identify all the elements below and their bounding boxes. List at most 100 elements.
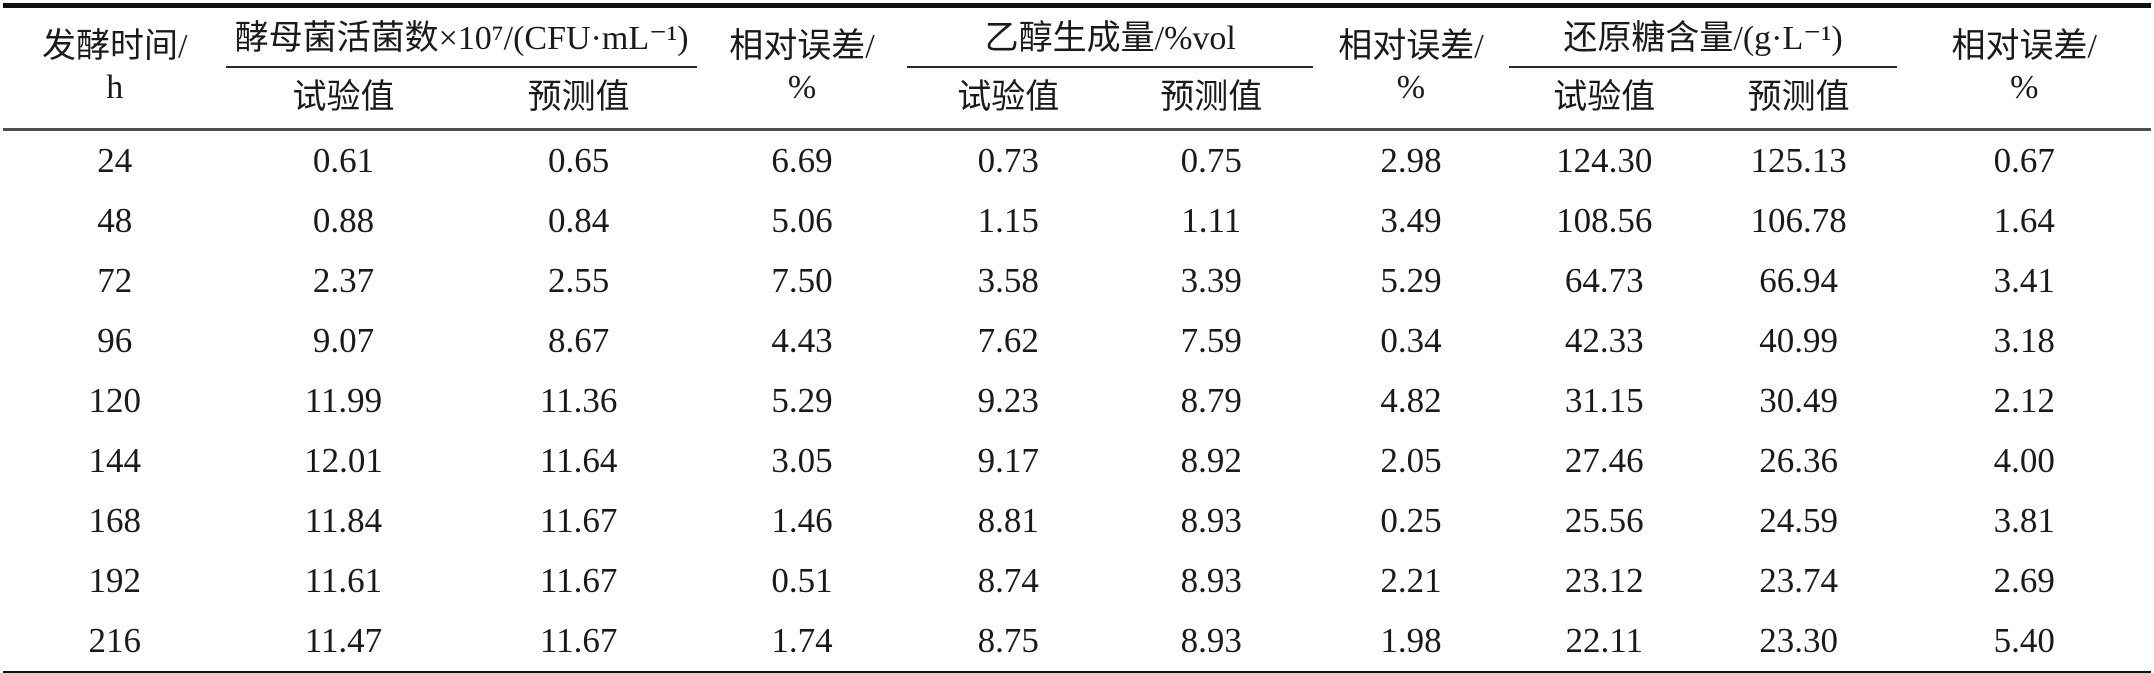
ethanol-predicted-cell: 8.93	[1180, 501, 1242, 540]
table-row: 96 9.07 8.67 4.43 7.62 7.59 0.34 42.33 40.99 3.18	[3, 311, 2151, 371]
yeast-relative-error-cell: 1.46	[771, 501, 833, 540]
ethanol-predicted-cell: 3.39	[1180, 261, 1242, 300]
ethanol-experimental-cell: 8.74	[977, 561, 1039, 600]
fermentation-time-cell: 72	[97, 261, 133, 300]
table-header: 发酵时间/ h 酵母菌活菌数×10⁷/(CFU·mL⁻¹) 相对误差/ % 乙醇…	[3, 5, 2151, 130]
column-header-ethanol-predicted: 预测值	[1160, 78, 1263, 116]
yeast-experimental-cell: 12.01	[304, 441, 383, 480]
column-header-relative-error-2: 相对误差/ %	[1313, 6, 1508, 130]
column-header-relative-error-3: 相对误差/ %	[1897, 6, 2151, 130]
fermentation-time-cell: 24	[97, 141, 133, 180]
table-body: 24 0.61 0.65 6.69 0.73 0.75 2.98 124.30 125.13 0.…	[3, 130, 2151, 673]
sugar-experimental-cell: 42.33	[1564, 321, 1644, 360]
yeast-predicted-cell: 11.36	[539, 381, 618, 420]
fermentation-time-cell: 120	[88, 381, 141, 420]
ethanol-relative-error-cell: 2.05	[1380, 441, 1442, 480]
sugar-relative-error-cell: 5.40	[1993, 621, 2055, 660]
sugar-relative-error-cell: 2.12	[1993, 381, 2055, 420]
sugar-relative-error-cell: 3.18	[1993, 321, 2055, 360]
ethanol-experimental-cell: 9.17	[977, 441, 1039, 480]
ethanol-experimental-cell: 8.75	[977, 621, 1039, 660]
yeast-experimental-cell: 11.84	[304, 501, 383, 540]
header-line: h	[106, 69, 124, 106]
yeast-predicted-cell: 0.84	[548, 201, 610, 240]
ethanol-relative-error-cell: 2.21	[1380, 561, 1442, 600]
table-row: 168 11.84 11.67 1.46 8.81 8.93 0.25 25.56 24.59 3…	[3, 491, 2151, 551]
ethanol-predicted-cell: 1.11	[1181, 201, 1242, 240]
ethanol-relative-error-cell: 3.49	[1380, 201, 1442, 240]
ethanol-predicted-cell: 8.92	[1180, 441, 1242, 480]
table-row: 72 2.37 2.55 7.50 3.58 3.39 5.29 64.73 66.94 3.41	[3, 251, 2151, 311]
fermentation-time-cell: 216	[88, 621, 141, 660]
fermentation-time-cell: 192	[88, 561, 141, 600]
yeast-relative-error-cell: 5.29	[771, 381, 833, 420]
sugar-experimental-cell: 64.73	[1564, 261, 1644, 300]
sugar-predicted-cell: 24.59	[1759, 501, 1839, 540]
yeast-experimental-cell: 11.61	[304, 561, 383, 600]
column-header-ethanol-experimental: 试验值	[957, 78, 1060, 116]
header-line: 相对误差/	[1951, 28, 2097, 66]
column-header-yeast-predicted: 预测值	[527, 78, 630, 116]
header-row-groups: 发酵时间/ h 酵母菌活菌数×10⁷/(CFU·mL⁻¹) 相对误差/ % 乙醇…	[3, 5, 2151, 106]
yeast-experimental-cell: 11.47	[304, 621, 383, 660]
sugar-predicted-cell: 125.13	[1750, 141, 1847, 180]
yeast-experimental-cell: 0.88	[312, 201, 375, 240]
column-header-sugar-predicted: 预测值	[1747, 78, 1850, 116]
ethanol-experimental-cell: 3.58	[977, 261, 1039, 300]
ethanol-experimental-cell: 0.73	[977, 141, 1039, 180]
sugar-experimental-cell: 108.56	[1556, 201, 1653, 240]
sugar-relative-error-cell: 4.00	[1993, 441, 2055, 480]
table-row: 120 11.99 11.36 5.29 9.23 8.79 4.82 31.15 30.49 2…	[3, 371, 2151, 431]
ethanol-relative-error-cell: 0.34	[1380, 321, 1442, 360]
sugar-predicted-cell: 40.99	[1759, 321, 1839, 360]
column-header-fermentation-time: 发酵时间/ h	[3, 6, 226, 130]
yeast-relative-error-cell: 3.05	[771, 441, 833, 480]
sugar-predicted-cell: 106.78	[1750, 201, 1847, 240]
ethanol-experimental-cell: 7.62	[977, 321, 1039, 360]
ethanol-relative-error-cell: 2.98	[1380, 141, 1442, 180]
yeast-relative-error-cell: 6.69	[771, 141, 833, 180]
column-group-yeast-viable-count: 酵母菌活菌数×10⁷/(CFU·mL⁻¹)	[226, 5, 697, 68]
header-line: 发酵时间/	[41, 28, 188, 66]
yeast-relative-error-cell: 1.74	[771, 621, 833, 660]
fermentation-time-cell: 48	[97, 201, 133, 240]
sugar-experimental-cell: 23.12	[1564, 561, 1644, 600]
table-row: 144 12.01 11.64 3.05 9.17 8.92 2.05 27.46 26.36 4…	[3, 431, 2151, 491]
yeast-predicted-cell: 11.67	[539, 561, 618, 600]
ethanol-experimental-cell: 1.15	[977, 201, 1039, 240]
sugar-relative-error-cell: 3.81	[1993, 501, 2055, 540]
fermentation-time-cell: 96	[97, 321, 133, 360]
ethanol-experimental-cell: 9.23	[977, 381, 1039, 420]
yeast-relative-error-cell: 5.06	[771, 201, 833, 240]
header-line: %	[1396, 69, 1426, 106]
header-row-sub: 试验值 预测值 试验值 预测值 试验值 预测值	[3, 67, 2151, 130]
ethanol-relative-error-cell: 4.82	[1380, 381, 1442, 420]
yeast-predicted-cell: 11.67	[539, 621, 618, 660]
ethanol-predicted-cell: 7.59	[1180, 321, 1242, 360]
ethanol-experimental-cell: 8.81	[977, 501, 1039, 540]
yeast-relative-error-cell: 4.43	[771, 321, 833, 360]
sugar-relative-error-cell: 2.69	[1993, 561, 2055, 600]
sugar-experimental-cell: 25.56	[1564, 501, 1644, 540]
yeast-experimental-cell: 2.37	[312, 261, 375, 300]
table-row: 24 0.61 0.65 6.69 0.73 0.75 2.98 124.30 125.13 0.…	[3, 130, 2151, 192]
table-row: 216 11.47 11.67 1.74 8.75 8.93 1.98 22.11 23.30 5…	[3, 611, 2151, 673]
sugar-predicted-cell: 66.94	[1759, 261, 1839, 300]
yeast-relative-error-cell: 0.51	[771, 561, 833, 600]
sugar-predicted-cell: 30.49	[1759, 381, 1839, 420]
ethanol-predicted-cell: 8.79	[1180, 381, 1242, 420]
yeast-predicted-cell: 0.65	[548, 141, 610, 180]
sugar-experimental-cell: 22.11	[1565, 621, 1643, 660]
header-line: 相对误差/	[1338, 28, 1484, 66]
ethanol-predicted-cell: 0.75	[1180, 141, 1242, 180]
sugar-relative-error-cell: 3.41	[1993, 261, 2055, 300]
sugar-relative-error-cell: 1.64	[1993, 201, 2055, 240]
fermentation-time-cell: 144	[88, 441, 141, 480]
sugar-predicted-cell: 23.74	[1759, 561, 1839, 600]
yeast-experimental-cell: 9.07	[312, 321, 375, 360]
yeast-predicted-cell: 11.67	[539, 501, 618, 540]
sugar-experimental-cell: 124.30	[1556, 141, 1653, 180]
fermentation-time-cell: 168	[88, 501, 141, 540]
fermentation-results-table: 发酵时间/ h 酵母菌活菌数×10⁷/(CFU·mL⁻¹) 相对误差/ % 乙醇…	[3, 3, 2151, 673]
